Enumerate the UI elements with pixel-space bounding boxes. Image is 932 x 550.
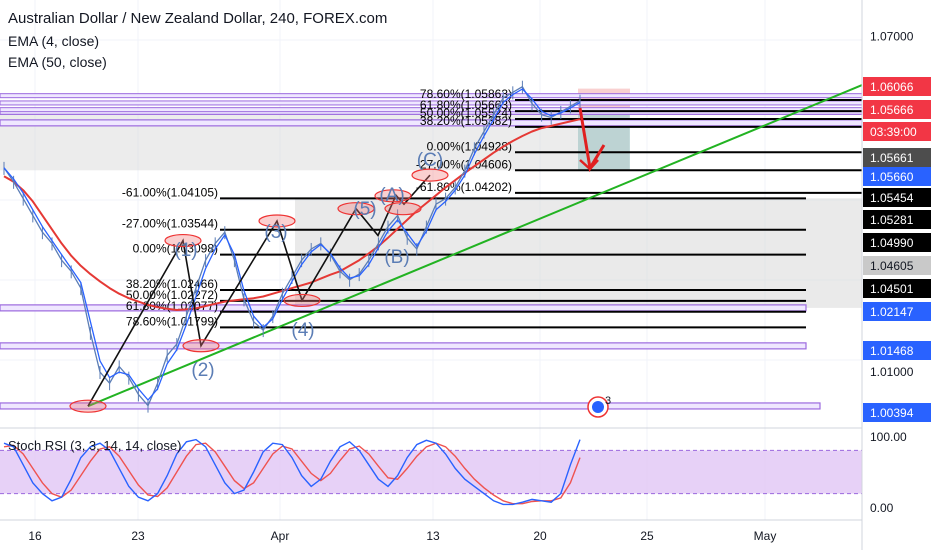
fib-label-upper: -27.00%(1.04606) (416, 157, 512, 171)
osc-tick-label: 0.00 (870, 501, 894, 515)
stoch-d-line (3, 442, 581, 505)
wave-label: (5) (353, 199, 376, 220)
price-label-box (863, 77, 931, 96)
price-label-box (863, 188, 931, 207)
wave-label: (4) (291, 320, 314, 341)
wave-label: (2) (191, 360, 214, 381)
price-line (3, 86, 581, 407)
green-trendline (87, 84, 863, 408)
pivot-ellipse (374, 189, 412, 203)
y-tick-label: 1.01000 (870, 365, 914, 379)
price-label-box (863, 302, 931, 321)
pivot-ellipse (164, 233, 202, 248)
fib-label-lower: -27.00%(1.03544) (122, 217, 218, 231)
pivot-ellipse (258, 214, 296, 228)
wave-label: (A) (379, 185, 404, 206)
price-label: 1.04605 (870, 259, 914, 273)
price-label: 1.02147 (870, 305, 914, 319)
fib-label-upper: 38.20%(1.05382) (420, 114, 512, 128)
price-label-box (863, 100, 931, 119)
forecast-arrow-head (579, 159, 599, 171)
pivot-ellipse (182, 339, 220, 353)
support-band (0, 342, 807, 350)
fib-label-upper: 78.60%(1.05863) (420, 87, 512, 101)
pivot-ellipse (411, 168, 449, 182)
osc-tick-label: 100.00 (870, 430, 907, 444)
wave-label: (3) (264, 222, 287, 243)
price-label: 1.04990 (870, 236, 914, 250)
price-label: 1.06066 (870, 80, 914, 94)
x-tick-label: 13 (426, 529, 440, 543)
price-label: 1.05454 (870, 191, 914, 205)
support-band (0, 402, 821, 410)
price-label: 1.04501 (870, 282, 914, 296)
price-label-box (863, 403, 931, 422)
wave-label: (C) (417, 150, 443, 171)
price-plot-area: 78.60%(1.05863)61.80%(1.05663)50.00%(1.0… (0, 0, 863, 520)
fib-label-lower: 78.60%(1.01799) (126, 314, 218, 328)
y-tick-label: 1.07000 (870, 29, 914, 43)
price-label-box (863, 233, 931, 252)
wave-label: (B) (384, 247, 409, 268)
x-tick-label: May (754, 529, 777, 543)
legend-stoch-rsi: Stoch RSI (3, 3, 14, 14, close) (8, 438, 182, 453)
price-label-box (863, 210, 931, 229)
x-tick-label: 20 (533, 529, 547, 543)
price-label: 1.05661 (870, 151, 914, 165)
price-label: 1.05281 (870, 213, 914, 227)
fib-label-upper: 50.00%(1.05524) (420, 106, 512, 120)
chart-title: Australian Dollar / New Zealand Dollar, … (8, 10, 388, 27)
stoch-band (0, 450, 862, 494)
fib-label-lower: -61.00%(1.04105) (122, 185, 218, 199)
price-label: 1.01468 (870, 344, 914, 358)
fib-band-lower (295, 198, 862, 308)
wave-label: (1) (174, 240, 197, 261)
x-tick-label: 25 (640, 529, 654, 543)
price-label-box (863, 279, 931, 298)
stoch-k-line (3, 438, 581, 506)
price-label-box (863, 256, 931, 275)
pivot-ellipse (69, 399, 107, 413)
ema-slow-line (3, 118, 581, 311)
price-label: 1.00394 (870, 406, 914, 420)
fib-label-upper: 61.80%(1.05663) (420, 98, 512, 112)
pivot-ellipse (384, 202, 422, 216)
x-tick-label: Apr (271, 529, 290, 543)
price-label: 1.05660 (870, 170, 914, 184)
x-tick-label: 23 (131, 529, 145, 543)
support-band (0, 304, 807, 312)
pivot-ellipse (283, 293, 321, 308)
x-tick-label: 16 (28, 529, 42, 543)
fib-label-upper: 0.00%(1.04928) (427, 139, 512, 153)
price-label-box (863, 167, 931, 186)
legend-ema-fast: EMA (4, close) (8, 33, 100, 49)
price-label-box (863, 122, 931, 141)
fib-label-upper: -61.80%(1.04202) (416, 180, 512, 194)
legend-ema-slow: EMA (50, close) (8, 54, 107, 70)
fib-label-lower: 38.20%(1.02466) (126, 277, 218, 291)
price-label-box (863, 148, 931, 167)
fib-label-lower: 0.00%(1.03098) (133, 242, 218, 256)
ema-fast-line (3, 88, 581, 401)
event-badge-count: 3 (605, 395, 611, 407)
pivot-ellipse (337, 202, 375, 216)
wave-path (87, 174, 431, 407)
stoch-rsi-plot-area (0, 438, 862, 506)
price-label: 1.05666 (870, 103, 914, 117)
event-badge-core (592, 401, 604, 413)
price-label: 03:39:00 (870, 125, 917, 139)
price-label-box (863, 341, 931, 360)
